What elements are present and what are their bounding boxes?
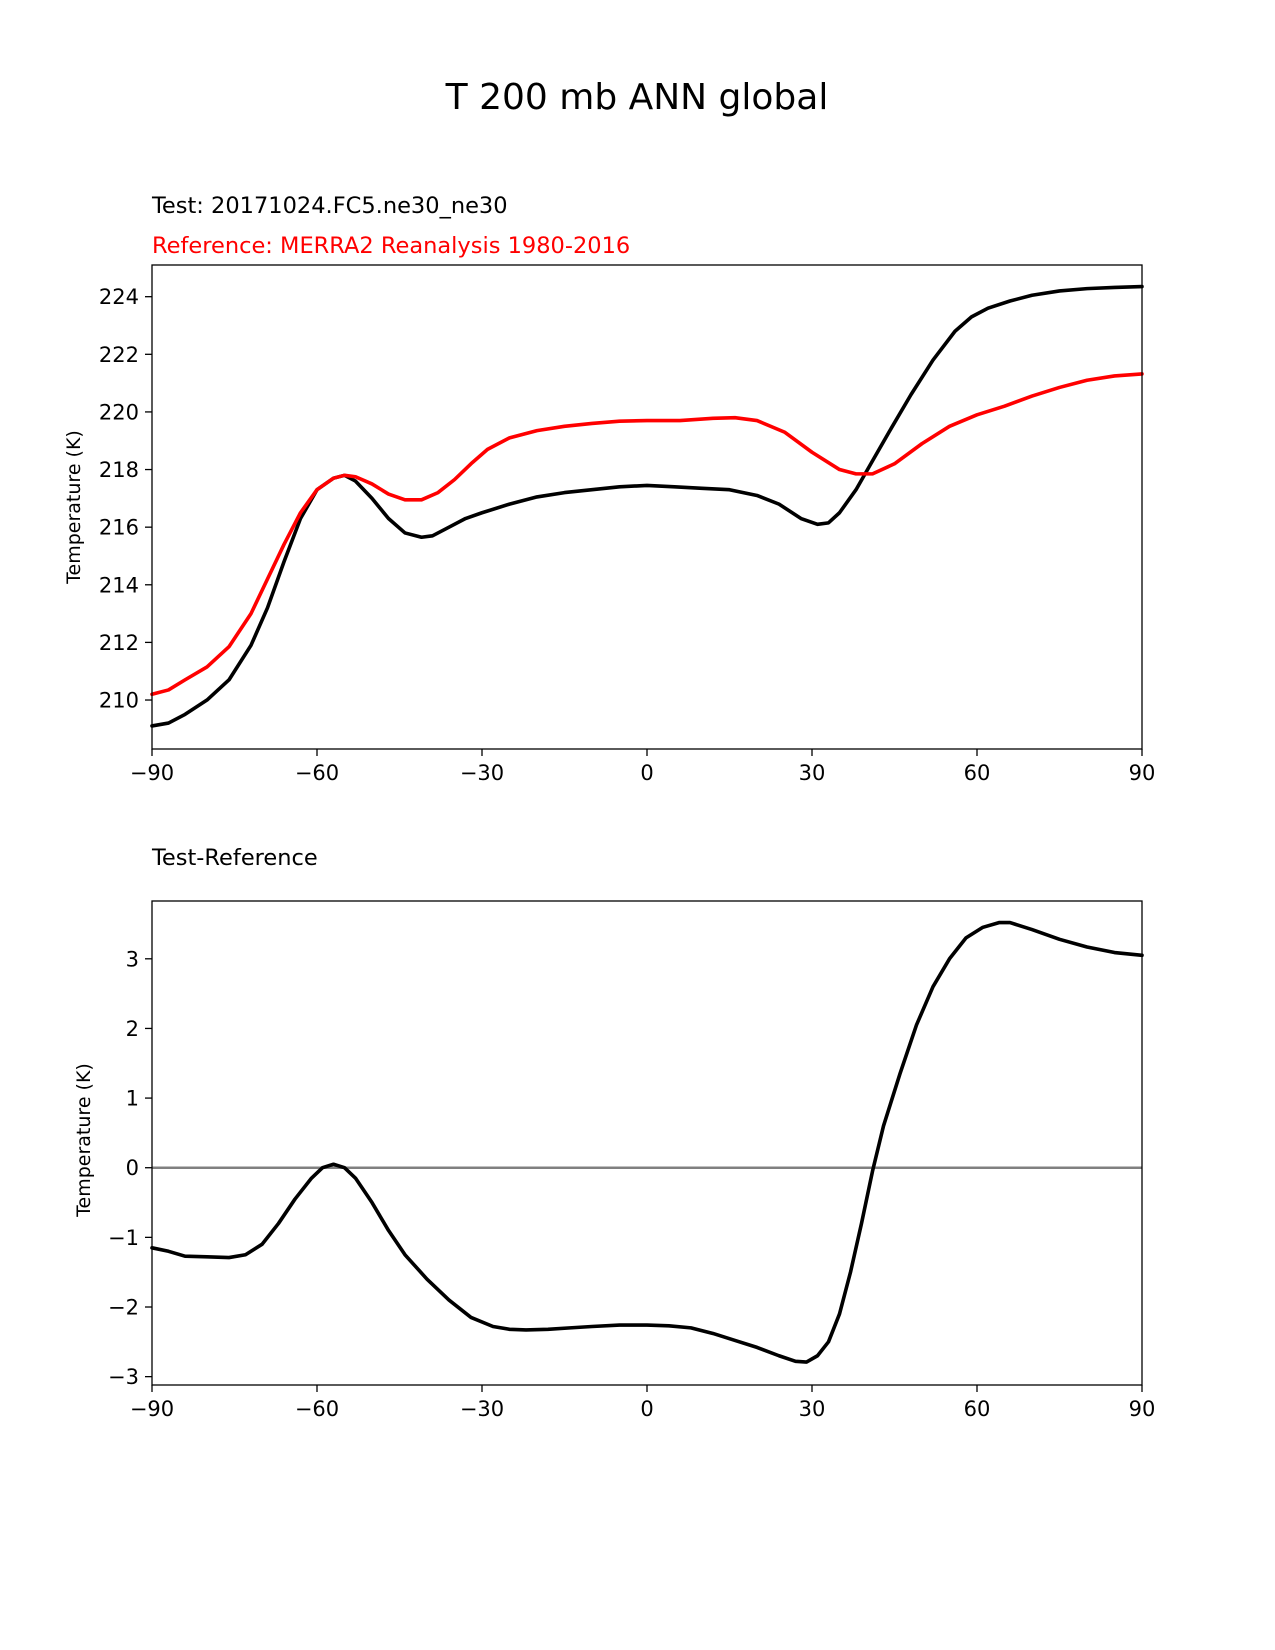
bottom-panel-xtick-label: −30 xyxy=(460,1397,504,1421)
top-panel-ytick-label: 224 xyxy=(99,285,139,309)
bottom-panel-xtick-label: 30 xyxy=(799,1397,826,1421)
bottom-panel-xtick-label: 60 xyxy=(964,1397,991,1421)
bottom-panel-ytick-label: 3 xyxy=(126,947,139,971)
bottom-panel-ticks: −90 −60 −30 0 30 60 90 −3 −2 −1 0 1 2 3 xyxy=(108,947,1155,1421)
top-panel-ytick-label: 212 xyxy=(99,631,139,655)
bottom-panel-ytick-label: 1 xyxy=(126,1087,139,1111)
bottom-panel-ylabel: Temperature (K) xyxy=(73,1063,95,1218)
top-panel-series-reference xyxy=(150,372,1144,697)
bottom-panel-ytick-label: −2 xyxy=(108,1296,139,1320)
bottom-panel-axes-frame xyxy=(151,900,1143,1386)
bottom-panel-xtick-label: 0 xyxy=(640,1397,653,1421)
bottom-panel-title: Test-Reference xyxy=(151,845,318,871)
top-panel-ylabel: Temperature (K) xyxy=(63,430,85,585)
bottom-panel-series xyxy=(150,920,1144,1364)
top-panel-ytick-label: 214 xyxy=(99,573,139,597)
top-panel: Test: 20171024.FC5.ne30_ne30 Reference: … xyxy=(63,193,1155,785)
top-panel-series xyxy=(150,284,1144,728)
top-panel-ticks: −90 −60 −30 0 30 60 90 210 212 214 216 218 220 222 224 xyxy=(99,285,1155,785)
bottom-panel-xtick-label: −60 xyxy=(295,1397,339,1421)
top-panel-ytick-label: 216 xyxy=(99,516,139,540)
bottom-panel-series-test-reference xyxy=(150,920,1144,1364)
top-panel-xtick-label: −60 xyxy=(295,761,339,785)
top-panel-ytick-label: 222 xyxy=(99,343,139,367)
bottom-panel-xtick-label: −90 xyxy=(130,1397,174,1421)
figure-title: T 200 mb ANN global xyxy=(445,77,829,118)
top-panel-ytick-label: 210 xyxy=(99,689,139,713)
top-panel-xtick-label: 60 xyxy=(964,761,991,785)
bottom-panel: Test-Reference Temperature (K) −90 −60 −30… xyxy=(73,845,1155,1421)
bottom-panel-ytick-label: −3 xyxy=(108,1365,139,1389)
top-panel-axes-frame xyxy=(151,264,1143,750)
top-panel-xtick-label: 0 xyxy=(640,761,653,785)
bottom-panel-ytick-label: 0 xyxy=(126,1156,139,1180)
top-panel-xtick-label: 30 xyxy=(799,761,826,785)
bottom-panel-xtick-label: 90 xyxy=(1129,1397,1156,1421)
bottom-panel-ytick-label: −1 xyxy=(108,1226,139,1250)
top-panel-ytick-label: 218 xyxy=(99,458,139,482)
top-panel-ytick-label: 220 xyxy=(99,400,139,424)
top-panel-xtick-label: −30 xyxy=(460,761,504,785)
bottom-panel-ytick-label: 2 xyxy=(126,1017,139,1041)
top-panel-series-test xyxy=(150,284,1144,728)
top-panel-test-title: Test: 20171024.FC5.ne30_ne30 xyxy=(151,193,508,219)
top-panel-xtick-label: −90 xyxy=(130,761,174,785)
top-panel-reference-title: Reference: MERRA2 Reanalysis 1980-2016 xyxy=(152,233,630,259)
top-panel-xtick-label: 90 xyxy=(1129,761,1156,785)
